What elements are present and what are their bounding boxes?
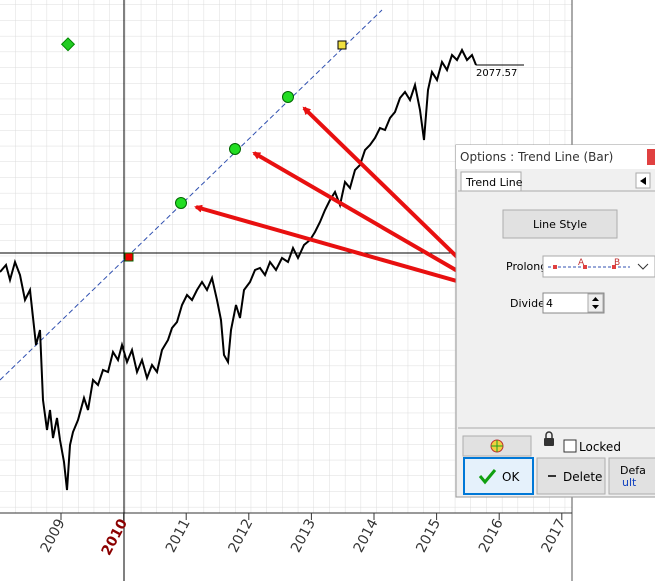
x-axis-label: 2013	[288, 516, 319, 555]
marker-a: A	[578, 258, 585, 268]
locked-label: Locked	[579, 440, 621, 454]
trend-line[interactable]	[0, 9, 383, 381]
delete-label: Delete	[563, 470, 602, 484]
ok-button[interactable]	[463, 457, 534, 495]
line-style-button[interactable]	[502, 209, 618, 239]
default-button[interactable]	[608, 457, 655, 495]
ok-label: OK	[502, 470, 520, 484]
x-axis-label: 2016	[476, 516, 507, 555]
diamond-marker[interactable]	[60, 37, 76, 52]
line-style-label: Line Style	[533, 218, 587, 231]
divide-label: Divide	[510, 297, 545, 310]
last-price: 2077.57	[476, 68, 517, 79]
x-axis-label: 2014	[351, 516, 382, 555]
divide-point[interactable]	[282, 91, 294, 103]
close-button[interactable]	[647, 149, 655, 165]
x-axis-label: 2010	[99, 516, 132, 558]
divide-point[interactable]	[175, 197, 187, 209]
default-label-2: ult	[622, 476, 637, 489]
divide-value: 4	[546, 297, 553, 310]
anchor-a[interactable]	[124, 252, 134, 262]
x-axis-label: 2011	[163, 516, 194, 555]
spinner[interactable]	[587, 293, 604, 313]
title-bar	[456, 145, 655, 169]
window-title: Options : Trend Line (Bar)	[460, 150, 613, 164]
tab-label: Trend Line	[465, 176, 523, 189]
marker-b: B	[614, 258, 620, 268]
x-axis-label: 2009	[38, 516, 69, 555]
locked-checkbox[interactable]	[563, 439, 577, 453]
prolong-label: Prolong	[506, 260, 547, 273]
x-axis-label: 2017	[538, 516, 569, 555]
x-axis-label: 2015	[413, 516, 444, 555]
divide-point[interactable]	[229, 143, 241, 155]
x-axis-labels: 2009 2010 2011 2012 2013 2014 2015 2016 2017	[38, 513, 569, 558]
anchor-b[interactable]	[337, 40, 347, 50]
default-label-1: Defa	[620, 464, 646, 477]
x-axis-label: 2012	[225, 516, 256, 555]
price-line	[0, 47, 477, 491]
options-window: Options : Trend Line (Bar) Trend Line Li…	[455, 144, 655, 498]
